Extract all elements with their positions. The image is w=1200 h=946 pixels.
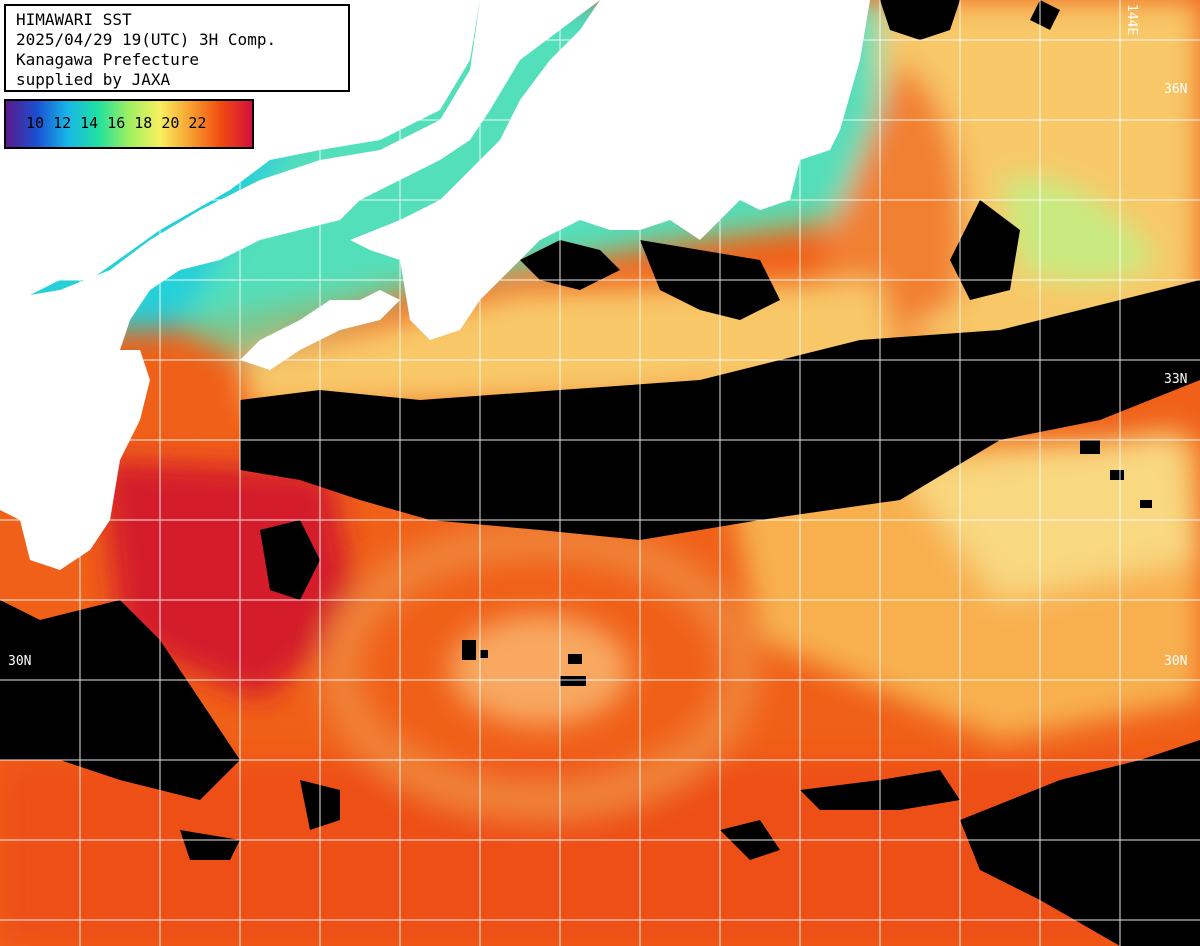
- cloud-specks: [462, 380, 1164, 686]
- organization: Kanagawa Prefecture: [16, 50, 200, 69]
- ocean-eddy: [450, 615, 630, 725]
- legend-value: 20: [161, 114, 180, 132]
- lat-label-33n-left: 33N: [8, 372, 32, 387]
- legend-value: 18: [134, 114, 153, 132]
- product-name: HIMAWARI SST: [16, 10, 132, 29]
- lat-label-30n-left: 30N: [8, 654, 32, 669]
- legend-value: 10: [26, 114, 45, 132]
- color-legend: 10 12 14 16 18 20 22: [4, 99, 254, 149]
- ocean-mild-east2: [900, 430, 1200, 600]
- legend-value: 12: [53, 114, 72, 132]
- lat-label-33n-right: 33N: [1164, 372, 1188, 387]
- legend-value: 14: [80, 114, 99, 132]
- lon-label-144e: 144E: [1124, 4, 1139, 36]
- title-box: HIMAWARI SST 2025/04/29 19(UTC) 3H Comp.…: [4, 4, 350, 92]
- legend-value: 22: [188, 114, 207, 132]
- lon-label-136e: 136E: [484, 4, 499, 36]
- legend-gradient: [6, 101, 252, 147]
- lat-label-36n: 36N: [1164, 82, 1188, 97]
- lat-label-30n-right: 30N: [1164, 654, 1188, 669]
- data-credit: supplied by JAXA: [16, 70, 171, 89]
- legend-labels: 10 12 14 16 18 20 22: [26, 114, 206, 132]
- legend-value: 16: [107, 114, 126, 132]
- ocean-eddy-ring: [320, 520, 760, 820]
- timestamp: 2025/04/29 19(UTC) 3H Comp.: [16, 30, 277, 49]
